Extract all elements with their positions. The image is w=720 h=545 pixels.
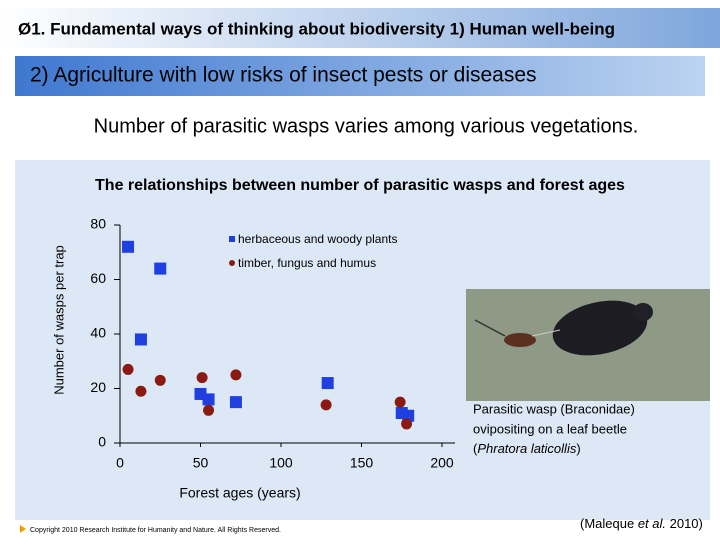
point <box>401 418 413 430</box>
x-tick-label: 200 <box>430 455 454 471</box>
y-tick-label: 60 <box>90 270 106 286</box>
x-axis-label: Forest ages (years) <box>179 485 300 501</box>
point <box>122 240 135 253</box>
caption-line: ovipositing on a leaf beetle <box>473 421 627 436</box>
paren: ( <box>473 441 478 456</box>
lead-text: Number of parasitic wasps varies among v… <box>94 115 639 137</box>
citation-part: (Maleque <box>580 516 638 531</box>
point <box>134 333 147 346</box>
point <box>203 404 215 416</box>
x-tick-label: 150 <box>350 455 374 471</box>
legend-swatch <box>229 236 235 242</box>
y-tick-label: 40 <box>90 325 106 341</box>
x-tick-label: 100 <box>269 455 293 471</box>
y-axis-label: Number of wasps per trap <box>51 245 66 395</box>
point <box>154 374 166 386</box>
photo <box>466 289 710 401</box>
y-tick-label: 80 <box>90 216 106 232</box>
legend-swatch <box>229 260 235 266</box>
paren: ) <box>576 441 580 456</box>
x-tick-label: 50 <box>193 455 209 471</box>
citation-part: 2010) <box>666 516 703 531</box>
citation-part: et al. <box>638 516 666 531</box>
point <box>229 396 242 409</box>
caption-species: (Phratora laticollis) <box>473 441 581 456</box>
subtitle-bar <box>15 56 705 96</box>
legend-label: timber, fungus and humus <box>238 256 376 270</box>
point <box>394 396 406 408</box>
point <box>202 393 215 406</box>
y-tick-label: 20 <box>90 379 106 395</box>
point <box>135 385 147 397</box>
bullet <box>20 525 26 533</box>
species: Phratora laticollis <box>477 441 576 456</box>
citation: (Maleque et al. 2010) <box>580 516 703 531</box>
caption-line: Parasitic wasp (Braconidae) <box>473 401 635 416</box>
point <box>230 369 242 381</box>
point <box>320 399 332 411</box>
y-tick-label: 0 <box>98 434 106 450</box>
legend-label: herbaceous and woody plants <box>238 232 397 246</box>
header-title: Ø1. Fundamental ways of thinking about b… <box>18 19 615 38</box>
subtitle: 2) Agriculture with low risks of insect … <box>30 64 537 87</box>
chart-title: The relationships between number of para… <box>95 177 625 194</box>
copyright: Copyright 2010 Research Institute for Hu… <box>30 527 281 534</box>
point <box>321 377 334 390</box>
point <box>154 262 167 275</box>
point <box>196 372 208 384</box>
x-tick-label: 0 <box>116 455 124 471</box>
point <box>122 363 134 375</box>
header-bar <box>0 8 720 48</box>
